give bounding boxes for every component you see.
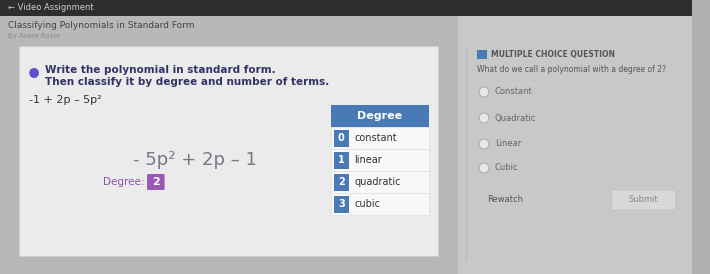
FancyBboxPatch shape bbox=[331, 149, 429, 171]
FancyBboxPatch shape bbox=[334, 130, 349, 147]
FancyBboxPatch shape bbox=[147, 174, 165, 190]
FancyBboxPatch shape bbox=[331, 193, 429, 215]
Text: constant: constant bbox=[354, 133, 397, 143]
FancyBboxPatch shape bbox=[331, 105, 429, 127]
Circle shape bbox=[479, 113, 489, 123]
Text: Degree:: Degree: bbox=[103, 177, 144, 187]
Text: ← Video Assignment: ← Video Assignment bbox=[8, 4, 94, 13]
FancyBboxPatch shape bbox=[334, 196, 349, 213]
Circle shape bbox=[479, 139, 489, 149]
Text: cubic: cubic bbox=[354, 199, 381, 209]
Text: Linear: Linear bbox=[495, 139, 521, 149]
FancyBboxPatch shape bbox=[331, 127, 429, 149]
Text: What do we call a polynomial with a degree of 2?: What do we call a polynomial with a degr… bbox=[477, 65, 666, 75]
Circle shape bbox=[479, 87, 489, 97]
FancyBboxPatch shape bbox=[0, 0, 692, 16]
Text: 1: 1 bbox=[338, 155, 345, 165]
Circle shape bbox=[29, 68, 39, 78]
Text: Quadratic: Quadratic bbox=[495, 113, 536, 122]
FancyBboxPatch shape bbox=[19, 46, 438, 256]
Text: 2: 2 bbox=[152, 177, 160, 187]
FancyBboxPatch shape bbox=[334, 173, 349, 190]
FancyBboxPatch shape bbox=[611, 190, 676, 210]
Text: Cubic: Cubic bbox=[495, 164, 518, 173]
FancyBboxPatch shape bbox=[458, 0, 692, 274]
Text: 3: 3 bbox=[338, 199, 345, 209]
FancyBboxPatch shape bbox=[477, 50, 487, 59]
Text: Rewatch: Rewatch bbox=[487, 196, 523, 204]
FancyBboxPatch shape bbox=[334, 152, 349, 169]
Circle shape bbox=[479, 163, 489, 173]
Text: - 5p² + 2p – 1: - 5p² + 2p – 1 bbox=[133, 151, 257, 169]
Text: Then classify it by degree and number of terms.: Then classify it by degree and number of… bbox=[45, 77, 329, 87]
Text: quadratic: quadratic bbox=[354, 177, 401, 187]
Text: 2: 2 bbox=[338, 177, 345, 187]
Text: Classifying Polynomials in Standard Form: Classifying Polynomials in Standard Form bbox=[8, 21, 195, 30]
FancyBboxPatch shape bbox=[0, 0, 458, 274]
Text: Constant: Constant bbox=[495, 87, 532, 96]
Text: Submit: Submit bbox=[629, 196, 659, 204]
Text: -1 + 2p – 5p²: -1 + 2p – 5p² bbox=[29, 95, 102, 105]
FancyBboxPatch shape bbox=[331, 171, 429, 193]
Text: MULTIPLE CHOICE QUESTION: MULTIPLE CHOICE QUESTION bbox=[491, 50, 615, 59]
Text: Write the polynomial in standard form.: Write the polynomial in standard form. bbox=[45, 65, 275, 75]
Text: By Avem Royer: By Avem Royer bbox=[8, 33, 60, 39]
Text: 0: 0 bbox=[338, 133, 345, 143]
Text: Degree: Degree bbox=[357, 111, 403, 121]
Text: linear: linear bbox=[354, 155, 382, 165]
